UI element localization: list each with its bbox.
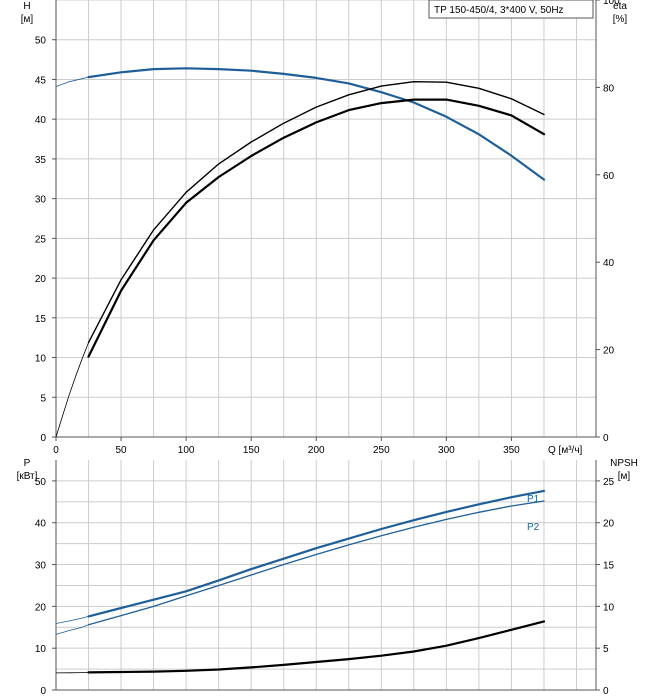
right-tick-label: 80 (603, 83, 615, 94)
x-tick-label: 300 (438, 445, 455, 456)
series-eta_lower-line (87, 98, 546, 358)
left-tick-label: 50 (35, 36, 47, 47)
x-tick-label: 250 (373, 445, 390, 456)
left-tick-label: 30 (35, 195, 47, 206)
bottom-panel-grid (56, 460, 596, 690)
left-tick-label: 40 (35, 115, 47, 126)
right-tick-label: 40 (603, 258, 615, 269)
series-lines (55, 67, 546, 674)
top-panel-grid (56, 0, 596, 437)
left-tick-label: 5 (40, 393, 46, 404)
series-label-p1: P1 (527, 494, 540, 505)
top-right-axis-label-line2: [%] (613, 14, 628, 25)
right-tick-label: 25 (603, 477, 615, 488)
bottom-right-axis-label-line2: [м] (618, 471, 631, 482)
left-tick-label: 20 (35, 274, 47, 285)
series-eta_upper-extension (55, 342, 89, 438)
left-tick-label: 30 (35, 561, 47, 572)
left-tick-label: 50 (35, 477, 47, 488)
right-tick-label: 20 (603, 346, 615, 357)
top-right-axis-label-line1: eta (613, 1, 627, 12)
bottom-right-axis-label-line1: NPSH (610, 458, 638, 469)
series-npsh-extension (55, 672, 89, 674)
right-tick-label: 0 (603, 433, 609, 444)
series-p2-extension (55, 624, 89, 635)
left-tick-label: 0 (40, 433, 46, 444)
series-p2-line (87, 500, 545, 626)
left-tick-label: 15 (35, 314, 47, 325)
legend-box-text: TP 150-450/4, 3*400 V, 50Hz (434, 5, 564, 16)
x-tick-label: 150 (243, 445, 260, 456)
x-tick-label: 350 (503, 445, 520, 456)
bottom-left-axis-label-line2: [кВт] (17, 471, 38, 482)
right-tick-label: 15 (603, 561, 615, 572)
x-tick-label: 50 (115, 445, 127, 456)
left-tick-label: 40 (35, 519, 47, 530)
right-tick-label: 20 (603, 519, 615, 530)
left-tick-label: 20 (35, 602, 47, 613)
legend-box (428, 0, 594, 19)
series-label-p2: P2 (527, 522, 540, 533)
series-h-line (87, 67, 546, 181)
x-tick-label: 100 (178, 445, 195, 456)
left-tick-label: 25 (35, 234, 47, 245)
series-p1-extension (55, 616, 89, 624)
series-npsh-line (87, 620, 546, 674)
left-tick-label: 35 (35, 155, 47, 166)
x-tick-label: 200 (308, 445, 325, 456)
series-h-extension (55, 76, 89, 87)
right-tick-label: 0 (603, 686, 609, 697)
top-left-axis-label-line2: [м] (21, 14, 34, 25)
right-tick-label: 5 (603, 644, 609, 655)
left-tick-label: 0 (40, 686, 46, 697)
left-tick-label: 10 (35, 644, 47, 655)
right-tick-label: 100 (603, 0, 620, 7)
x-tick-label: 0 (53, 445, 59, 456)
right-tick-label: 60 (603, 171, 615, 182)
left-tick-label: 45 (35, 75, 47, 86)
axes (52, 0, 600, 691)
left-tick-label: 10 (35, 354, 47, 365)
top-left-axis-label-line1: H (23, 1, 30, 12)
x-axis-label: Q [м³/ч] (548, 445, 583, 456)
bottom-left-axis-label-line1: P (24, 458, 31, 469)
series-eta_upper-line (87, 80, 545, 344)
series-p1-line (87, 489, 546, 618)
right-tick-label: 10 (603, 602, 615, 613)
